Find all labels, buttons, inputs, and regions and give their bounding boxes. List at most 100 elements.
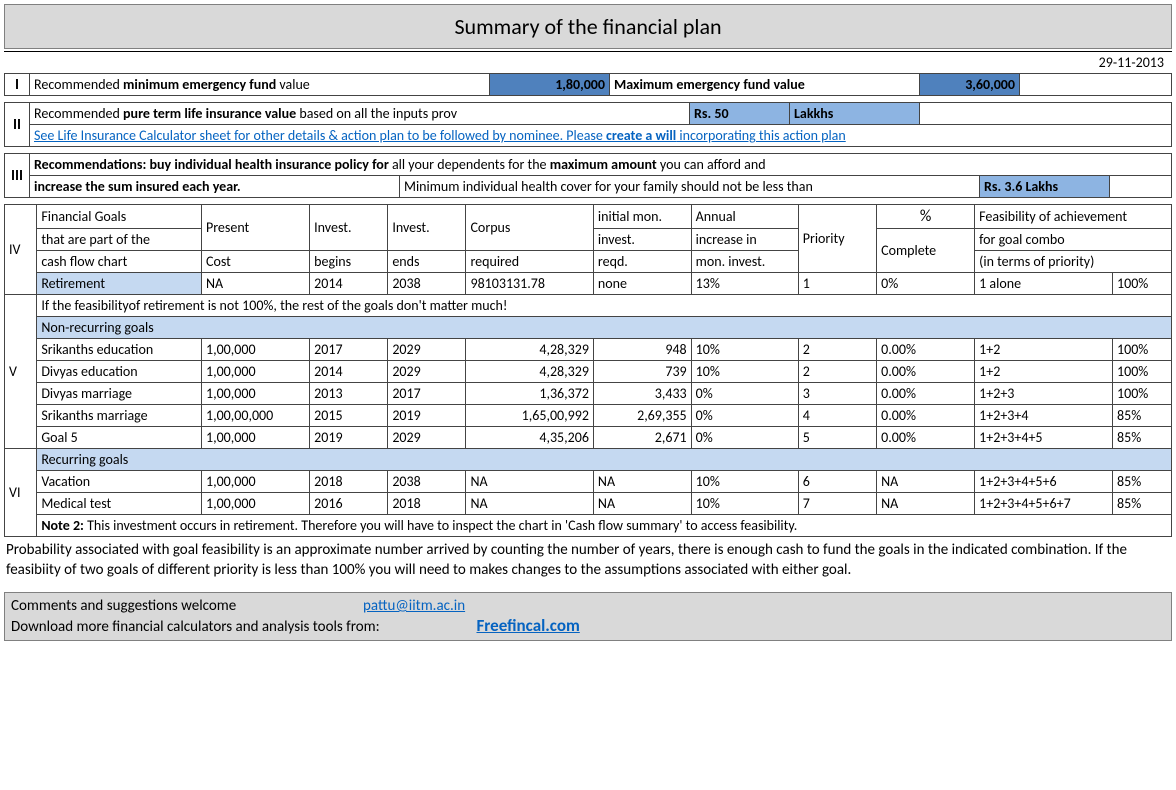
nr1-pct: 0.00% [877,361,975,383]
rc0-f1: 1+2+3+4+5+6 [975,471,1113,493]
nr3-pct: 0.00% [877,405,975,427]
footer-line1: Comments and suggestions welcome [11,597,236,615]
nr3-corpus: 1,65,00,992 [466,405,593,427]
hdr-cost: Cost [202,251,310,273]
sec2-label-pre: Recommended [34,105,123,122]
nr4-corpus: 4,35,206 [466,427,593,449]
note2-label: Note 2: [41,517,84,534]
rc1-annual: 10% [691,493,798,515]
nr2-begins: 2013 [310,383,388,405]
rc1-f2: 85% [1113,493,1172,515]
hdr-required: required [466,251,593,273]
nr1-ends: 2029 [388,361,466,383]
nr3-f1: 1+2+3+4 [975,405,1113,427]
nr2-pct: 0.00% [877,383,975,405]
rc1-initmon: NA [593,493,691,515]
sec2-value: Rs. 50 [690,103,790,124]
nonrecurring-header: Non-recurring goals [5,317,1172,339]
nr4-pct: 0.00% [877,427,975,449]
hdr-reqd: reqd. [593,251,691,273]
nr4-initmon: 2,671 [593,427,691,449]
sec2-link-post: incorporating this action plan [676,127,845,144]
nr3-f2: 85% [1113,405,1172,427]
nr2-name: Divyas marriage [37,383,202,405]
rc1-begins: 2016 [310,493,388,515]
nr3-annual: 0% [691,405,798,427]
nr1-priority: 2 [798,361,876,383]
ret-pct: 0% [877,273,975,295]
footer-site-link[interactable]: Freefincal.com [476,615,579,636]
ret-annual: 13% [691,273,798,295]
nr2-annual: 0% [691,383,798,405]
roman-I: I [5,74,30,95]
sec2-unit: Lakkhs [790,103,920,124]
rc1-corpus: NA [466,493,593,515]
nr3-priority: 4 [798,405,876,427]
rc1-name: Medical test [37,493,202,515]
sec1-label-pre: Recommended [34,76,123,93]
ret-name: Retirement [37,273,202,295]
sec2-link[interactable]: See Life Insurance Calculator sheet for … [30,125,1171,146]
table-row: Goal 5 1,00,000 2019 2029 4,35,206 2,671… [5,427,1172,449]
ret-initmon: none [593,273,691,295]
ret-priority: 1 [798,273,876,295]
note2-row: Note 2: This investment occurs in retire… [5,515,1172,537]
sec3-l1-post: you can afford and [657,156,766,173]
nr0-begins: 2017 [310,339,388,361]
nr4-begins: 2019 [310,427,388,449]
sec2-link-bold: create a will [606,127,676,144]
rc0-begins: 2018 [310,471,388,493]
ret-feas2: 100% [1113,273,1172,295]
nr0-name: Srikanths education [37,339,202,361]
table-row: Vacation 1,00,000 2018 2038 NA NA 10% 6 … [5,471,1172,493]
hdr-col1a: Financial Goals [37,205,202,229]
nr0-initmon: 948 [593,339,691,361]
nr4-cost: 1,00,000 [202,427,310,449]
hdr-col1b: that are part of the [37,229,202,251]
ret-cost: NA [202,273,310,295]
rc1-pct: NA [877,493,975,515]
nr0-f2: 100% [1113,339,1172,361]
nonrecurring-label: Non-recurring goals [37,317,1172,339]
nr0-f1: 1+2 [975,339,1113,361]
hdr-invest1: Invest. [310,205,388,251]
nr3-name: Srikanths marriage [37,405,202,427]
nr4-name: Goal 5 [37,427,202,449]
rc1-ends: 2018 [388,493,466,515]
nr1-initmon: 739 [593,361,691,383]
hdr-corpus: Corpus [466,205,593,251]
nr1-cost: 1,00,000 [202,361,310,383]
page-title: Summary of the financial plan [4,4,1172,49]
sec3-l1-pre: Recommendations: buy individual health i… [34,156,392,173]
hdr-pct: % [877,205,975,229]
rc0-cost: 1,00,000 [202,471,310,493]
roman-VI: VI [5,449,37,537]
sec3-l2-text: Minimum individual health cover for your… [400,176,980,197]
rc0-annual: 10% [691,471,798,493]
nr1-f2: 100% [1113,361,1172,383]
rc0-pct: NA [877,471,975,493]
table-row: Medical test 1,00,000 2016 2018 NA NA 10… [5,493,1172,515]
ret-ends: 2038 [388,273,466,295]
ret-feas1: 1 alone [975,273,1113,295]
table-row: Divyas marriage 1,00,000 2013 2017 1,36,… [5,383,1172,405]
section-health-insurance: III Recommendations: buy individual heal… [4,153,1172,198]
rc0-initmon: NA [593,471,691,493]
nr1-f1: 1+2 [975,361,1113,383]
hdr-initmon-a: initial mon. [593,205,691,229]
nr2-f2: 100% [1113,383,1172,405]
hdr-priority: Priority [798,205,876,273]
nr4-f2: 85% [1113,427,1172,449]
footer-email-link[interactable]: pattu@iitm.ac.in [363,597,465,615]
rc0-priority: 6 [798,471,876,493]
rc1-f1: 1+2+3+4+5+6+7 [975,493,1113,515]
nr0-cost: 1,00,000 [202,339,310,361]
retirement-note-row: V If the feasibilityof retirement is not… [5,295,1172,317]
hdr-col1c: cash flow chart [37,251,202,273]
table-row: Divyas education 1,00,000 2014 2029 4,28… [5,361,1172,383]
roman-V: V [5,295,37,449]
nr0-corpus: 4,28,329 [466,339,593,361]
hdr-feas-c: (in terms of priority) [975,251,1172,273]
ret-corpus: 98103131.78 [466,273,593,295]
hdr-invest2: Invest. [388,205,466,251]
